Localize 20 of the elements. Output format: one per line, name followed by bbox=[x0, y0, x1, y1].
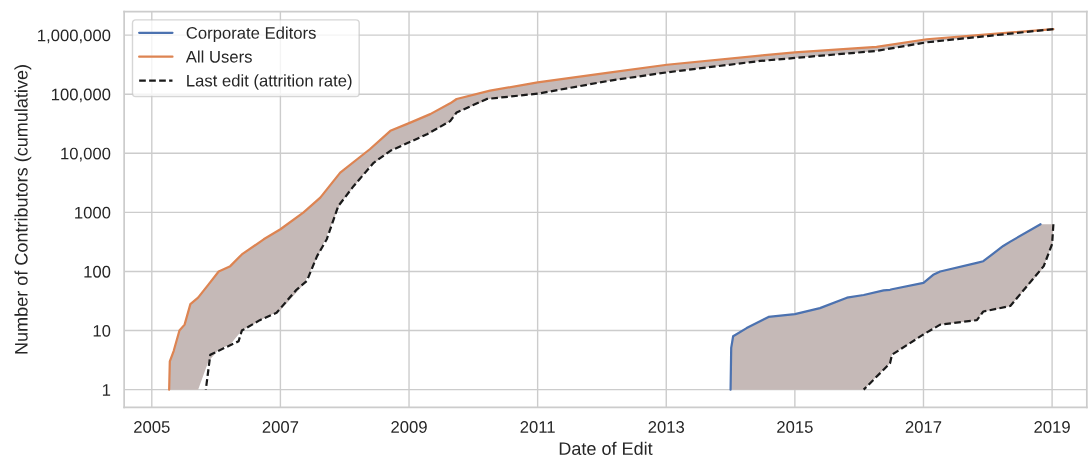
legend-label: Corporate Editors bbox=[186, 26, 316, 43]
x-tick-label: 2017 bbox=[905, 421, 942, 433]
x-tick-label: 2013 bbox=[648, 421, 685, 433]
y-tick-label: 1,000,000 bbox=[38, 29, 111, 44]
y-tick-label: 100 bbox=[84, 265, 111, 278]
x-tick-label: 2015 bbox=[777, 421, 813, 433]
x-tick-label: 2011 bbox=[520, 421, 555, 433]
legend-label: Last edit (attrition rate) bbox=[187, 74, 352, 90]
x-tick-label: 2009 bbox=[391, 421, 427, 433]
x-tick-label: 2007 bbox=[262, 421, 299, 433]
y-tick-label: 1000 bbox=[75, 206, 111, 219]
y-axis-title: Number of Contributors (cumulative) bbox=[14, 65, 32, 354]
y-tick-label: 10,000 bbox=[61, 147, 111, 162]
y-tick-label: 1 bbox=[102, 384, 111, 396]
legend-label: All Users bbox=[185, 50, 252, 63]
x-axis-title: Date of Edit bbox=[559, 441, 653, 455]
y-tick-label: 100,000 bbox=[51, 88, 111, 103]
x-tick-label: 2019 bbox=[1034, 421, 1070, 433]
y-tick-label: 10 bbox=[93, 324, 111, 337]
x-tick-label: 2005 bbox=[134, 421, 170, 433]
